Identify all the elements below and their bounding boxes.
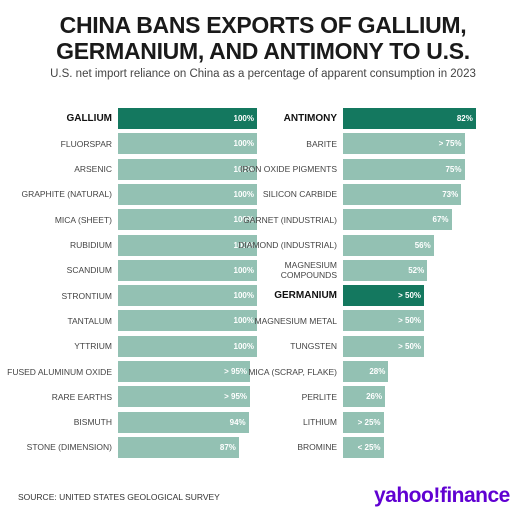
category-label: ARSENIC — [74, 164, 112, 175]
category-label: BARITE — [306, 138, 337, 149]
value-label: 100% — [233, 164, 254, 174]
value-label: 100% — [233, 189, 254, 199]
bar — [118, 310, 257, 332]
category-label: RUBIDIUM — [69, 240, 112, 250]
bar — [343, 436, 384, 458]
value-label: > 25% — [357, 417, 381, 427]
bar — [343, 183, 462, 205]
bar — [343, 209, 452, 231]
value-label: > 95% — [224, 367, 248, 376]
value-label: 100% — [233, 341, 254, 351]
value-label: 75% — [445, 164, 462, 174]
bar — [118, 335, 257, 357]
bar — [343, 259, 428, 281]
bar — [118, 361, 251, 382]
value-label: 100% — [233, 215, 254, 225]
category-label: GERMANIUM — [274, 289, 337, 301]
bar — [343, 133, 465, 155]
bar — [118, 259, 257, 281]
category-label: MAGNESIUM COMPOUNDS — [280, 260, 337, 281]
bar — [343, 361, 389, 382]
value-label: > 95% — [224, 392, 248, 402]
value-label: 100% — [233, 139, 254, 149]
category-label: YTTRIUM — [74, 341, 112, 352]
category-label: PERLITE — [301, 391, 337, 402]
value-label: 56% — [414, 240, 431, 250]
value-label: > 50% — [398, 316, 421, 326]
category-label: SCANDIUM — [66, 265, 112, 276]
category-label: MICA (SHEET) — [54, 214, 112, 225]
category-label: LITHIUM — [303, 417, 337, 428]
category-label: MAGNESIUM METAL — [254, 315, 338, 326]
bar — [343, 285, 424, 307]
value-label: > 75% — [438, 139, 462, 149]
category-label: GARNET (INDUSTRIAL) — [243, 214, 337, 225]
brand-logo: yahoo!finance — [374, 484, 510, 507]
bar — [118, 158, 257, 180]
value-label: 67% — [432, 215, 449, 225]
value-label: 100% — [233, 240, 254, 250]
bar — [343, 386, 386, 408]
value-label: 26% — [366, 392, 383, 402]
value-label: 100% — [233, 291, 254, 301]
bar — [118, 285, 257, 307]
value-label: 28% — [369, 367, 386, 376]
bar — [343, 158, 465, 180]
bar — [343, 108, 476, 129]
category-label: TANTALUM — [67, 315, 112, 326]
category-label: FLUORSPAR — [60, 138, 112, 149]
bar — [343, 310, 424, 332]
category-label: STONE (DIMENSION) — [26, 442, 112, 453]
value-label: 82% — [456, 114, 473, 123]
bar — [118, 436, 239, 458]
category-label: FUSED ALUMINUM OXIDE — [7, 366, 112, 377]
category-label: STRONTIUM — [61, 290, 112, 301]
value-label: 100% — [233, 316, 254, 326]
bar — [118, 133, 257, 155]
category-label: SILICON CARBIDE — [262, 189, 337, 200]
bar — [343, 234, 434, 256]
bar — [118, 108, 257, 129]
subtitle: U.S. net import reliance on China as a p… — [50, 68, 476, 80]
value-label: 100% — [233, 114, 254, 123]
category-label: BROMINE — [297, 442, 337, 453]
bar — [118, 209, 257, 231]
title: CHINA BANS EXPORTS OF GALLIUM, GERMANIUM… — [56, 12, 470, 64]
bar — [118, 234, 257, 256]
bar — [343, 411, 384, 433]
category-label: MICA (SCRAP, FLAKE) — [248, 366, 337, 377]
bar — [118, 411, 249, 433]
category-label: IRON OXIDE PIGMENTS — [240, 164, 337, 175]
category-label: DIAMOND (INDUSTRIAL) — [238, 240, 337, 250]
source: SOURCE: UNITED STATES GEOLOGICAL SURVEY — [18, 492, 220, 502]
category-label: TUNGSTEN — [290, 341, 337, 352]
category-label: GRAPHITE (NATURAL) — [21, 189, 112, 200]
value-label: 52% — [408, 265, 425, 275]
value-label: > 50% — [398, 341, 421, 351]
value-label: 73% — [442, 189, 459, 199]
value-label: 100% — [233, 265, 254, 275]
category-label: BISMUTH — [73, 417, 112, 428]
category-label: ANTIMONY — [283, 112, 337, 124]
value-label: 87% — [219, 442, 236, 452]
value-label: > 50% — [398, 291, 421, 301]
bar — [343, 335, 424, 357]
value-label: 94% — [229, 417, 246, 427]
bar — [118, 386, 251, 408]
value-label: < 25% — [357, 442, 381, 452]
category-label: GALLIUM — [66, 112, 112, 124]
category-label: RARE EARTHS — [51, 391, 112, 402]
bar — [118, 183, 257, 205]
